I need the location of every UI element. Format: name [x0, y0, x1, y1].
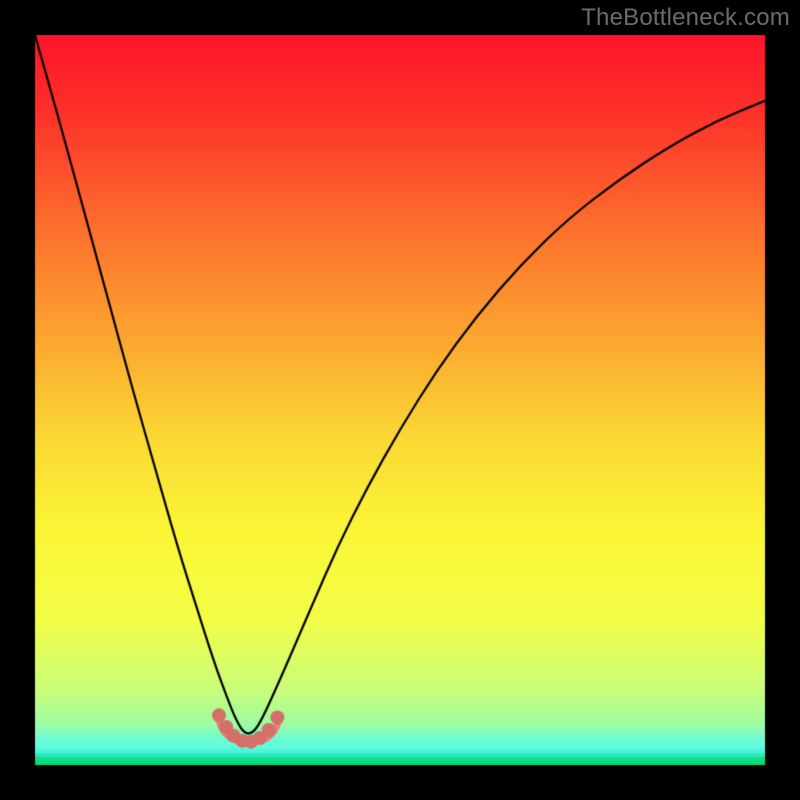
watermark-text: TheBottleneck.com: [581, 4, 790, 32]
bottleneck-chart-canvas: [0, 0, 800, 800]
chart-stage: TheBottleneck.com: [0, 0, 800, 800]
